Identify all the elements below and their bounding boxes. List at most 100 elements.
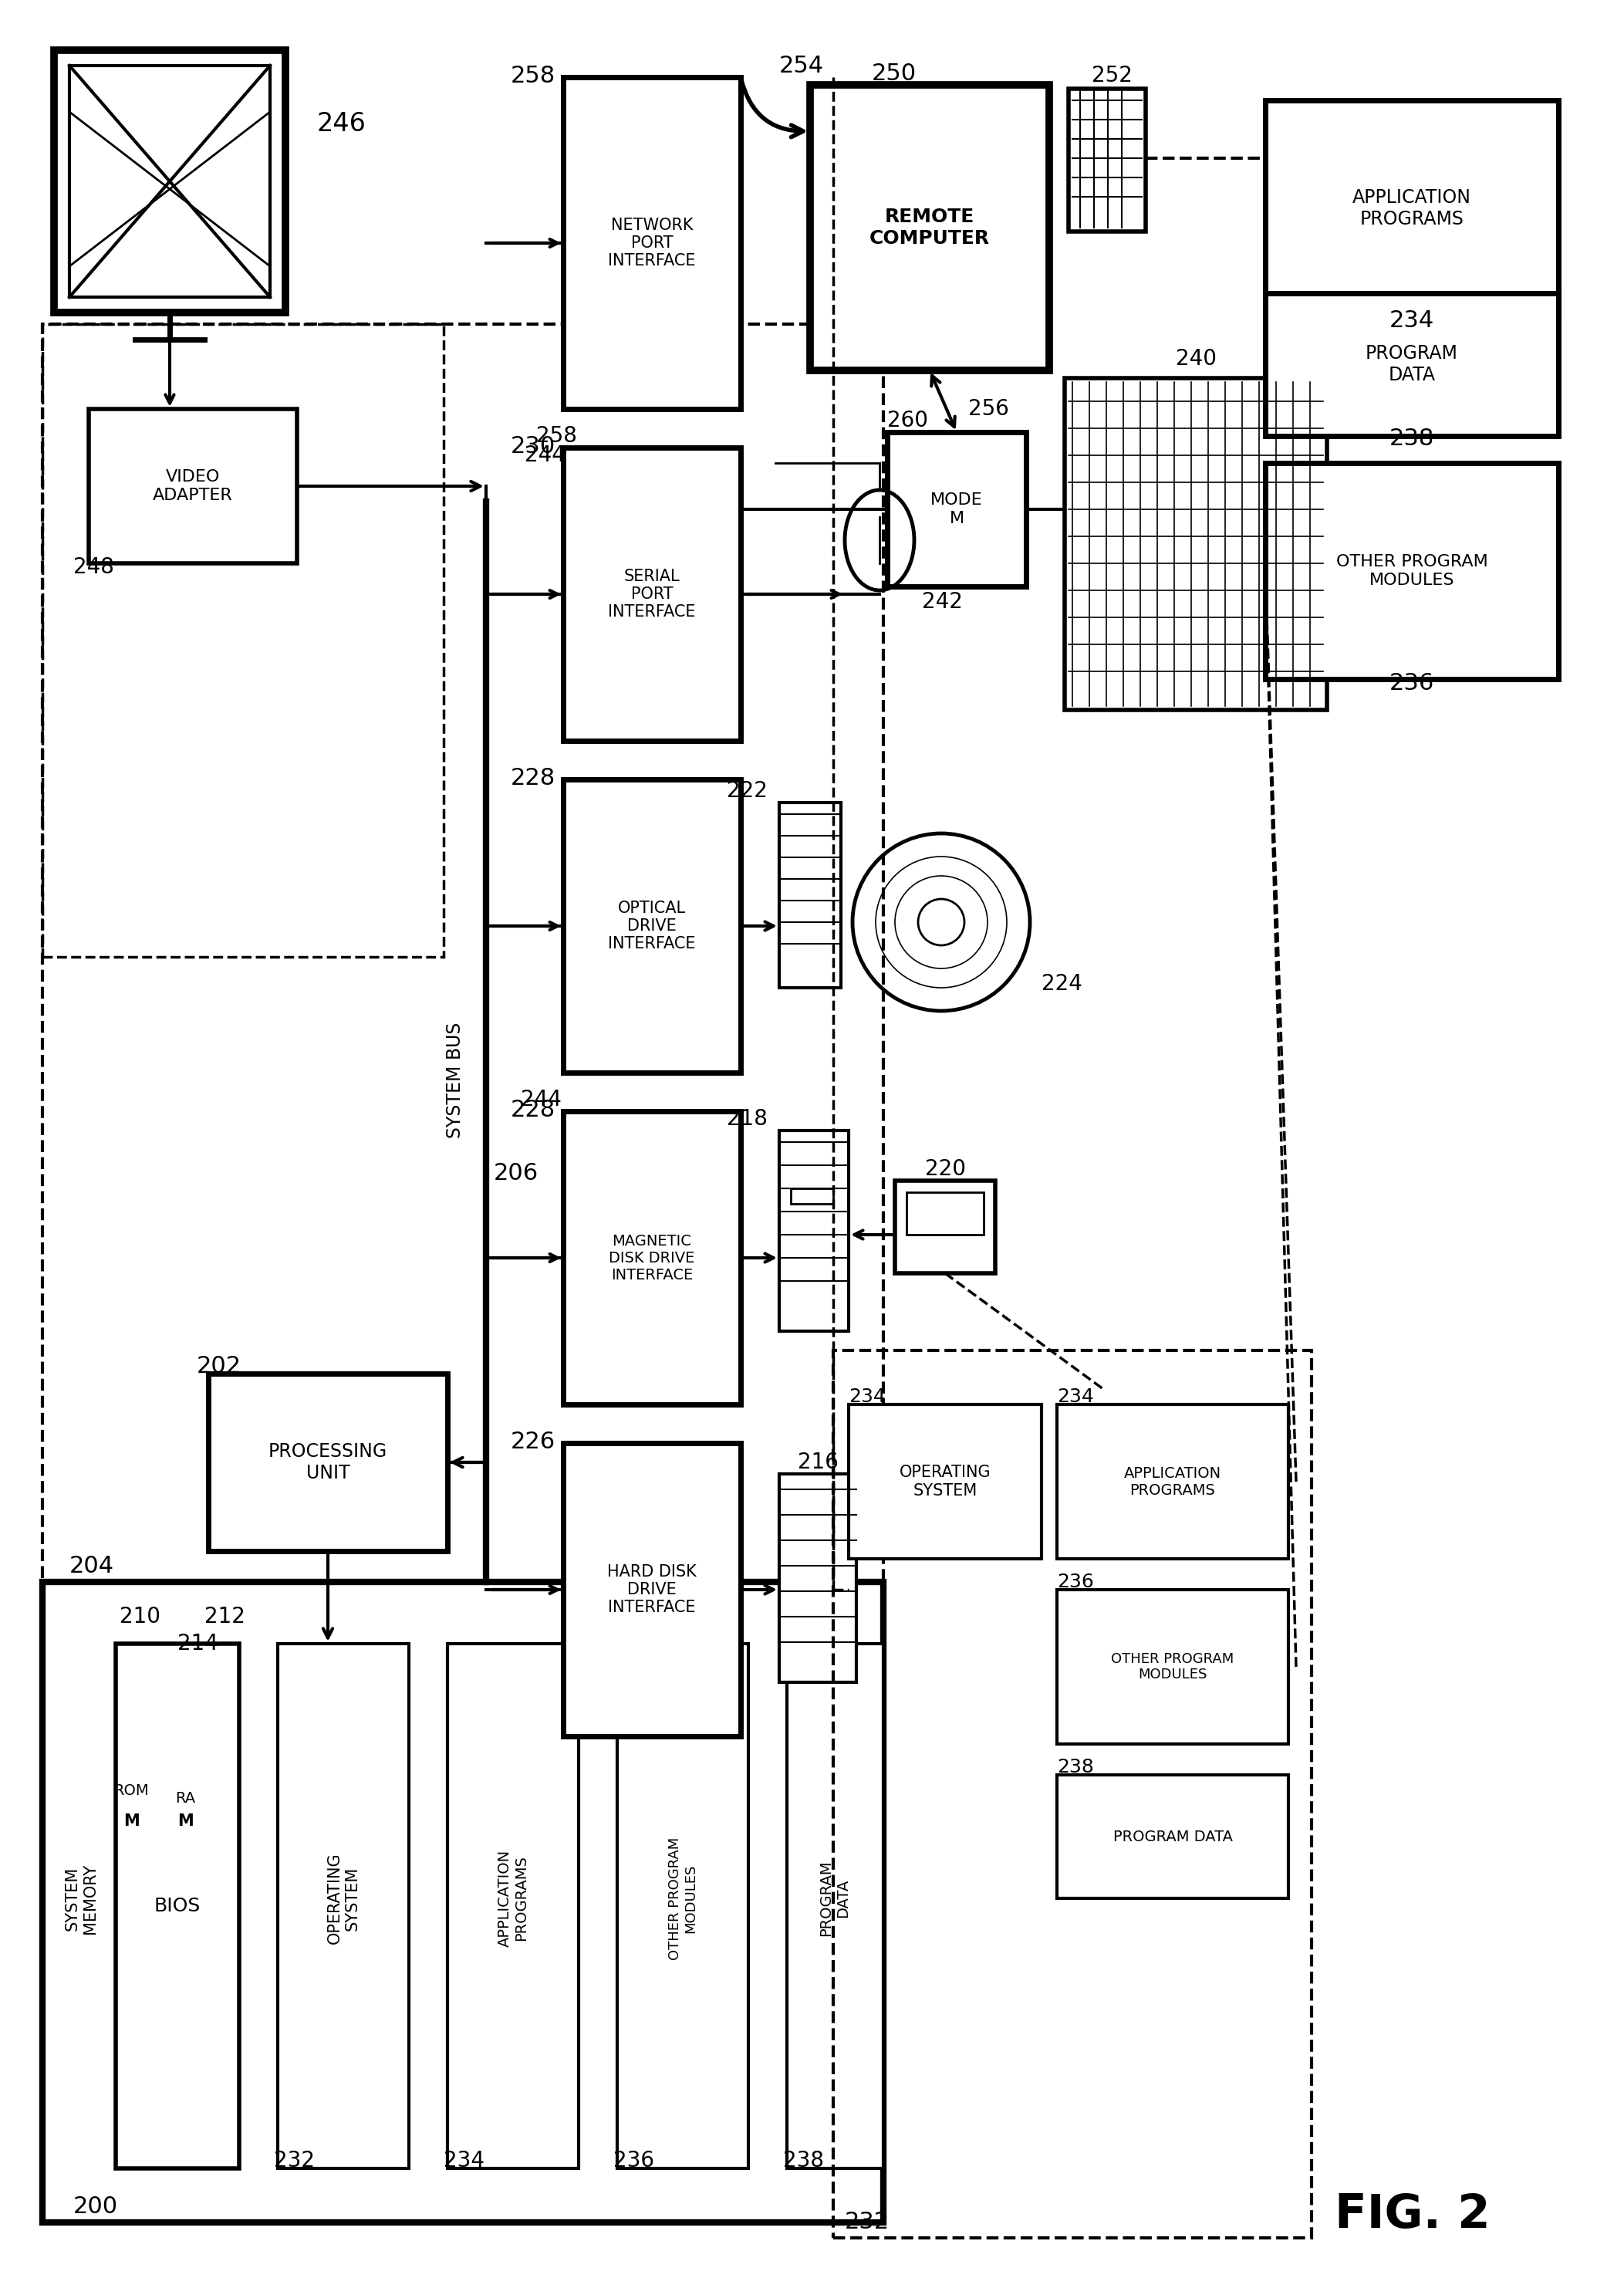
Text: 228: 228 [510, 1098, 555, 1121]
Bar [448, 1645, 578, 2169]
Bar [54, 50, 286, 312]
Bar [780, 802, 841, 989]
Bar [42, 1581, 883, 2223]
Text: SERIAL
PORT
INTERFACE: SERIAL PORT INTERFACE [607, 570, 695, 620]
Text: 224: 224 [1041, 973, 1082, 995]
Text: 234: 234 [1390, 310, 1434, 330]
Bar [1065, 378, 1327, 711]
Text: 236: 236 [614, 2150, 654, 2171]
Text: APPLICATION
PROGRAMS: APPLICATION PROGRAMS [1353, 189, 1471, 228]
Text: 258: 258 [536, 426, 577, 446]
Bar [895, 1180, 996, 1273]
Text: 250: 250 [872, 62, 916, 84]
Text: 236: 236 [1390, 672, 1434, 695]
Text: 254: 254 [780, 55, 823, 77]
Bar [115, 1645, 239, 2169]
Text: OPERATING
SYSTEM: OPERATING SYSTEM [900, 1465, 991, 1499]
Bar [564, 77, 741, 410]
Text: 238: 238 [1389, 428, 1434, 449]
Text: ROM: ROM [114, 1784, 149, 1797]
Text: HARD DISK
DRIVE
INTERFACE: HARD DISK DRIVE INTERFACE [607, 1565, 697, 1615]
Bar [564, 446, 741, 740]
Text: 242: 242 [922, 590, 963, 613]
Bar [1265, 462, 1559, 679]
Bar [1069, 89, 1145, 232]
Text: 240: 240 [1176, 349, 1216, 369]
Text: APPLICATION
PROGRAMS: APPLICATION PROGRAMS [1124, 1465, 1221, 1497]
Text: PROCESSING
UNIT: PROCESSING UNIT [268, 1442, 388, 1483]
Text: 258: 258 [510, 64, 555, 87]
Text: 236: 236 [1057, 1572, 1095, 1592]
Text: OTHER PROGRAM
MODULES: OTHER PROGRAM MODULES [1337, 554, 1488, 588]
Text: SYSTEM BUS: SYSTEM BUS [447, 1023, 464, 1139]
Bar [208, 1374, 448, 1551]
Text: 200: 200 [73, 2196, 119, 2219]
Text: 252: 252 [1091, 64, 1132, 87]
Bar [788, 1645, 883, 2169]
Text: 260: 260 [887, 410, 927, 431]
Text: MODE
M: MODE M [931, 492, 983, 526]
Text: 238: 238 [783, 2150, 823, 2171]
Text: PROGRAM DATA: PROGRAM DATA [1112, 1829, 1233, 1843]
Text: 232: 232 [274, 2150, 315, 2171]
Text: 212: 212 [205, 1606, 245, 1626]
Bar [42, 323, 883, 2223]
Bar [564, 1112, 741, 1406]
Bar [564, 779, 741, 1073]
Text: 232: 232 [844, 2212, 890, 2235]
Text: VIDEO
ADAPTER: VIDEO ADAPTER [153, 469, 232, 503]
Text: 246: 246 [317, 112, 365, 137]
Text: 214: 214 [177, 1633, 218, 1654]
Text: RA: RA [175, 1791, 195, 1806]
Bar [780, 1474, 856, 1681]
Text: 228: 228 [510, 768, 555, 788]
Bar [1057, 1590, 1288, 1745]
Bar [70, 66, 270, 296]
Text: 234: 234 [1057, 1387, 1095, 1406]
Bar [1057, 1406, 1288, 1558]
Text: 218: 218 [728, 1107, 768, 1130]
Text: 220: 220 [924, 1157, 966, 1180]
Text: 248: 248 [73, 556, 114, 579]
Bar [791, 1189, 833, 1203]
Text: OPTICAL
DRIVE
INTERFACE: OPTICAL DRIVE INTERFACE [607, 900, 695, 952]
Text: 244: 244 [525, 444, 565, 467]
Bar [1265, 294, 1559, 435]
Text: REMOTE
COMPUTER: REMOTE COMPUTER [869, 207, 991, 248]
Text: 226: 226 [510, 1431, 555, 1453]
Text: 230: 230 [510, 435, 555, 458]
Text: 210: 210 [120, 1606, 161, 1626]
Text: OPERATING
SYSTEM: OPERATING SYSTEM [326, 1852, 361, 1943]
Bar [564, 1442, 741, 1736]
Text: BIOS: BIOS [154, 1898, 201, 1916]
Text: M: M [177, 1813, 193, 1829]
Bar [89, 410, 297, 563]
Bar [849, 1406, 1041, 1558]
Text: FIG. 2: FIG. 2 [1335, 2191, 1491, 2237]
Text: APPLICATION
PROGRAMS: APPLICATION PROGRAMS [497, 1850, 529, 1948]
Text: 238: 238 [1057, 1759, 1095, 1777]
Text: 234: 234 [849, 1387, 885, 1406]
Bar [780, 1130, 849, 1330]
Bar [833, 1351, 1312, 2237]
Text: 216: 216 [797, 1451, 838, 1474]
Text: NETWORK
PORT
INTERFACE: NETWORK PORT INTERFACE [607, 216, 695, 269]
Text: 202: 202 [197, 1355, 242, 1378]
Text: SYSTEM
MEMORY: SYSTEM MEMORY [65, 1863, 97, 1934]
Text: 244: 244 [521, 1089, 562, 1109]
Text: 204: 204 [70, 1556, 114, 1579]
Text: MAGNETIC
DISK DRIVE
INTERFACE: MAGNETIC DISK DRIVE INTERFACE [609, 1232, 695, 1283]
Text: 234: 234 [443, 2150, 484, 2171]
Text: 222: 222 [728, 779, 768, 802]
Bar [42, 323, 443, 957]
Text: OTHER PROGRAM
MODULES: OTHER PROGRAM MODULES [667, 1836, 698, 1959]
Bar [906, 1191, 984, 1235]
Text: PROGRAM
DATA: PROGRAM DATA [1366, 344, 1458, 385]
Bar [887, 433, 1026, 585]
Text: 206: 206 [494, 1162, 539, 1185]
Bar [810, 84, 1049, 371]
Bar [1057, 1775, 1288, 1898]
Bar [617, 1645, 749, 2169]
Text: M: M [123, 1813, 140, 1829]
Text: PROGRAM
DATA: PROGRAM DATA [818, 1861, 851, 1936]
